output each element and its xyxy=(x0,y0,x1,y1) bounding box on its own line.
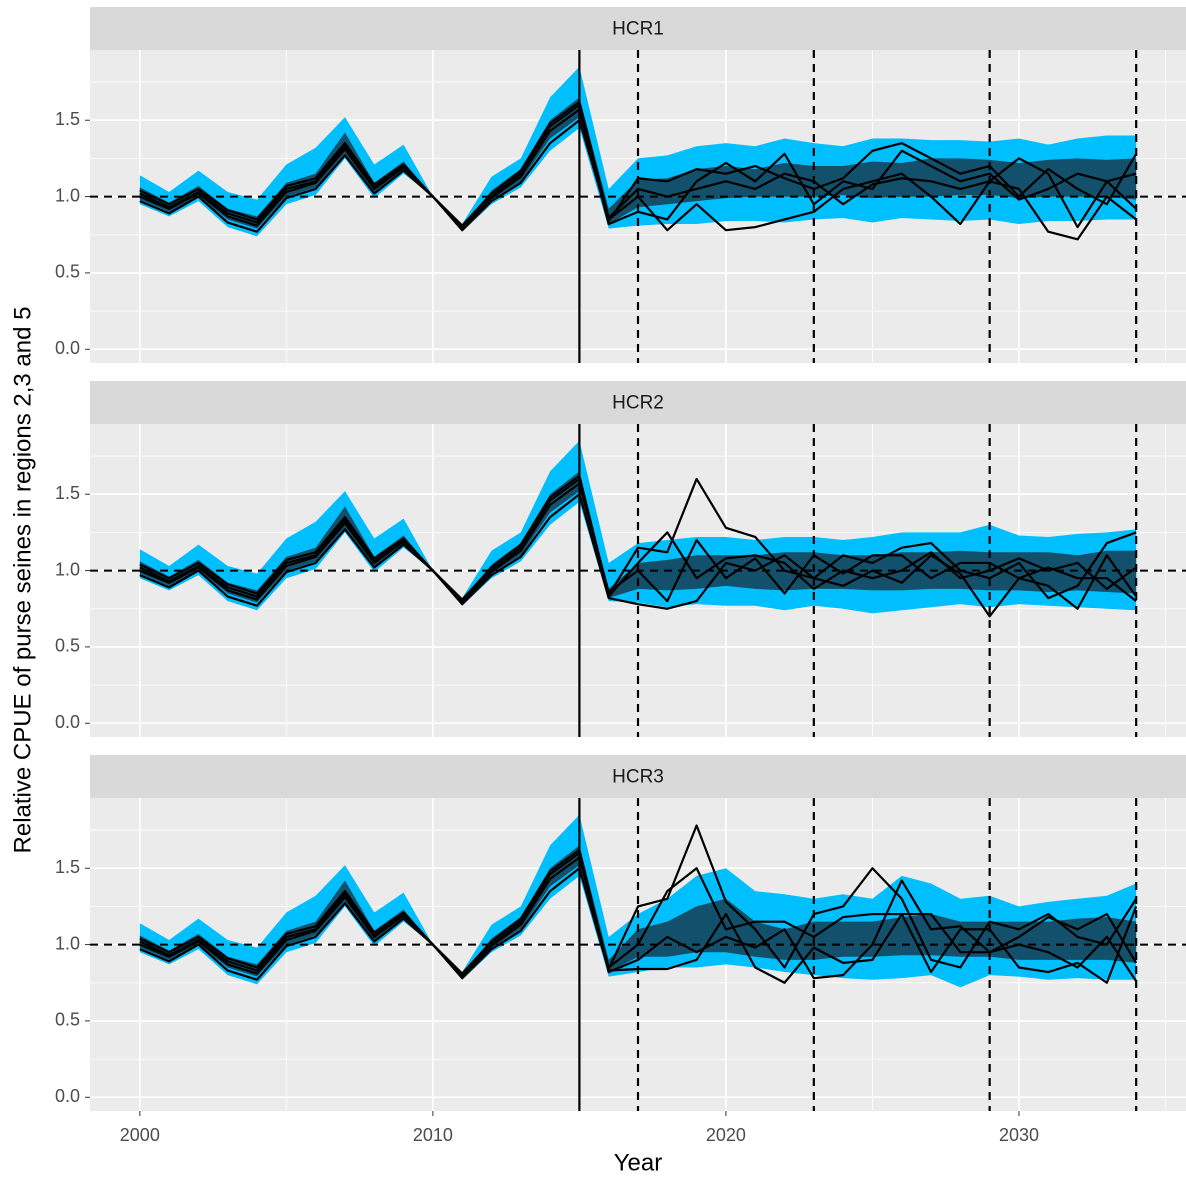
y-tick-label: 0.5 xyxy=(55,636,80,656)
panel-title: HCR3 xyxy=(612,767,664,788)
x-tick-label: 2010 xyxy=(413,1125,453,1145)
strip xyxy=(90,755,1186,798)
y-tick-label: 1.5 xyxy=(55,857,80,877)
worm-line xyxy=(139,493,1137,618)
panel-title: HCR2 xyxy=(612,393,664,414)
y-tick-label: 0.5 xyxy=(55,262,80,282)
y-tick-label: 1.0 xyxy=(55,933,80,953)
band xyxy=(139,97,1137,231)
y-tick-label: 0.0 xyxy=(55,1086,80,1106)
y-tick-label: 1.0 xyxy=(55,185,80,205)
x-axis-title: Year xyxy=(614,1149,663,1176)
x-tick-label: 2000 xyxy=(120,1125,160,1145)
y-tick-label: 0.5 xyxy=(55,1010,80,1030)
strip xyxy=(90,381,1186,424)
y-tick-label: 0.0 xyxy=(55,338,80,358)
band xyxy=(139,845,1137,979)
band xyxy=(139,471,1137,605)
y-tick-label: 1.0 xyxy=(55,559,80,579)
worm-line xyxy=(139,477,1137,603)
y-axis-title: Relative CPUE of purse seines in regions… xyxy=(9,307,36,854)
x-tick-label: 2030 xyxy=(999,1125,1039,1145)
y-tick-label: 0.0 xyxy=(55,712,80,732)
y-tick-label: 1.5 xyxy=(55,109,80,129)
worm-line xyxy=(139,100,1137,229)
worm-line xyxy=(139,474,1137,601)
x-tick-label: 2020 xyxy=(706,1125,746,1145)
y-tick-label: 1.5 xyxy=(55,483,80,503)
strip xyxy=(90,7,1186,50)
panel-title: HCR1 xyxy=(612,19,664,40)
